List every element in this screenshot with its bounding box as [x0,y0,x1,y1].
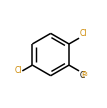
Text: F: F [82,71,86,80]
Text: Cl: Cl [14,66,22,75]
Text: Cl: Cl [80,29,87,38]
Text: C: C [79,71,85,80]
Text: 3: 3 [84,72,88,77]
